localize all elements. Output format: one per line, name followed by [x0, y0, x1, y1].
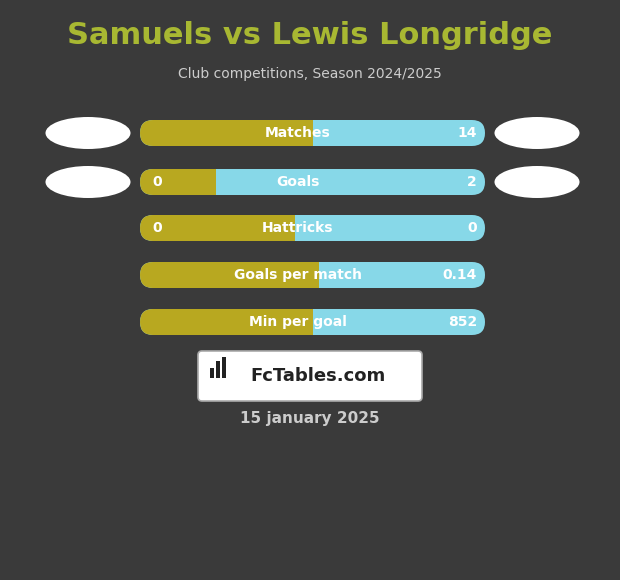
Text: 15 january 2025: 15 january 2025 [240, 411, 380, 426]
Text: 14: 14 [458, 126, 477, 140]
Bar [210, 368, 214, 378]
Text: Matches: Matches [265, 126, 330, 140]
FancyBboxPatch shape [140, 262, 319, 288]
Text: 0.14: 0.14 [443, 268, 477, 282]
Ellipse shape [45, 117, 130, 149]
Bar [222, 357, 226, 378]
Bar [299, 120, 312, 146]
Text: FcTables.com: FcTables.com [250, 367, 386, 385]
FancyBboxPatch shape [140, 169, 485, 195]
Text: Goals per match: Goals per match [234, 268, 361, 282]
FancyBboxPatch shape [140, 262, 485, 288]
Text: Hattricks: Hattricks [262, 221, 334, 235]
Text: Samuels vs Lewis Longridge: Samuels vs Lewis Longridge [68, 20, 552, 49]
Text: Min per goal: Min per goal [249, 315, 347, 329]
Text: Goals: Goals [276, 175, 319, 189]
FancyBboxPatch shape [140, 215, 295, 241]
Ellipse shape [495, 166, 580, 198]
Ellipse shape [495, 117, 580, 149]
Bar [203, 169, 216, 195]
Text: Club competitions, Season 2024/2025: Club competitions, Season 2024/2025 [178, 67, 442, 81]
Bar [306, 262, 319, 288]
FancyBboxPatch shape [140, 215, 485, 241]
Text: 0: 0 [152, 221, 162, 235]
Bar [216, 361, 220, 378]
Bar [299, 309, 312, 335]
Text: 0: 0 [467, 221, 477, 235]
FancyBboxPatch shape [140, 169, 216, 195]
Text: 852: 852 [448, 315, 477, 329]
FancyBboxPatch shape [140, 120, 312, 146]
Bar [282, 215, 295, 241]
Text: 2: 2 [467, 175, 477, 189]
FancyBboxPatch shape [140, 120, 485, 146]
Text: 0: 0 [152, 175, 162, 189]
FancyBboxPatch shape [140, 309, 312, 335]
Ellipse shape [45, 166, 130, 198]
FancyBboxPatch shape [140, 309, 485, 335]
FancyBboxPatch shape [198, 351, 422, 401]
